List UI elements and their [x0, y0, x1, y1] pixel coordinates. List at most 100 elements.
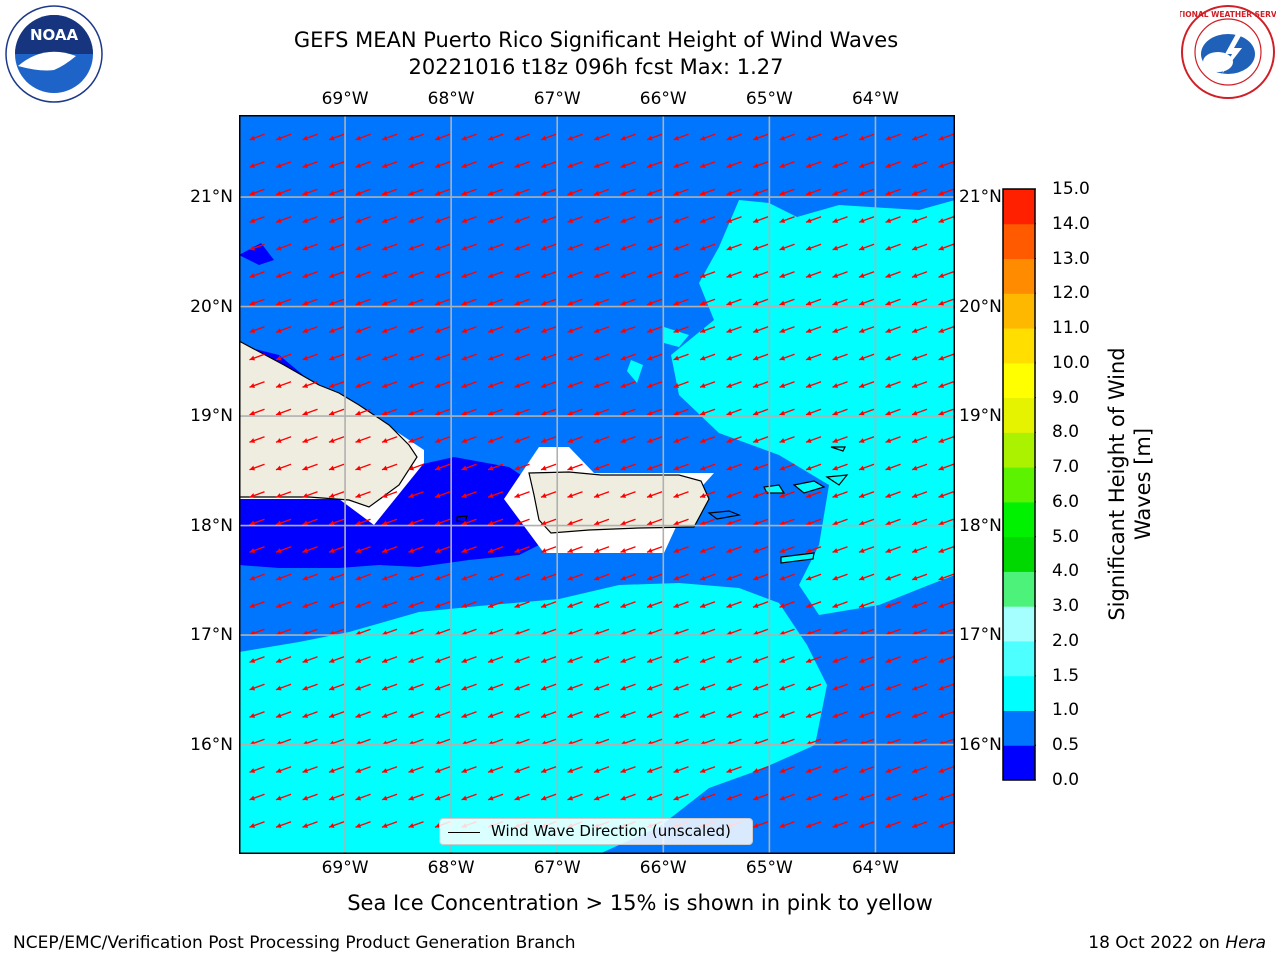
- wave-direction-arrow: [381, 821, 398, 828]
- wave-direction-arrow: [328, 161, 345, 168]
- wave-direction-arrow: [805, 821, 822, 828]
- wave-direction-arrow: [699, 326, 716, 333]
- wave-direction-arrow: [832, 766, 848, 773]
- wave-direction-arrow: [885, 216, 901, 223]
- wave-direction-arrow: [779, 463, 795, 471]
- wave-direction-arrow: [620, 353, 636, 361]
- wave-direction-arrow: [249, 436, 265, 443]
- wave-direction-arrow: [726, 601, 742, 608]
- wave-direction-arrow: [726, 381, 742, 388]
- wave-direction-arrow: [805, 326, 822, 333]
- wave-direction-arrow: [355, 766, 371, 773]
- wave-direction-arrow: [646, 683, 663, 691]
- wave-direction-arrow: [302, 436, 318, 443]
- wave-direction-arrow: [620, 546, 636, 553]
- wave-direction-arrow: [885, 821, 901, 828]
- wave-direction-arrow: [275, 656, 292, 663]
- wave-direction-arrow: [540, 656, 557, 663]
- longitude-tick-label: 67°W: [533, 89, 581, 109]
- wave-direction-arrow: [275, 546, 292, 553]
- wave-direction-arrow: [355, 188, 371, 196]
- wave-direction-arrow: [381, 518, 398, 526]
- wave-direction-arrow: [752, 188, 769, 196]
- wave-direction-arrow: [302, 298, 318, 306]
- wave-direction-arrow: [805, 188, 822, 196]
- wave-direction-arrow: [381, 546, 398, 553]
- wave-direction-arrow: [620, 656, 636, 663]
- wave-direction-arrow: [911, 683, 928, 691]
- wave-direction-arrow: [249, 243, 265, 251]
- wave-direction-arrow: [779, 436, 795, 443]
- wave-direction-arrow: [567, 133, 583, 141]
- wave-direction-arrow: [938, 683, 954, 691]
- wave-direction-arrow: [938, 188, 954, 196]
- longitude-tick-label: 66°W: [639, 89, 687, 109]
- wave-direction-arrow: [885, 271, 901, 278]
- wave-direction-arrow: [249, 573, 265, 581]
- map-title: GEFS MEAN Puerto Rico Significant Height…: [293, 28, 899, 52]
- wave-direction-arrow: [355, 463, 371, 471]
- wave-direction-arrow: [858, 408, 875, 416]
- colorbar-segment: [1003, 397, 1035, 433]
- wave-direction-arrow: [832, 491, 848, 498]
- wave-direction-arrow: [620, 298, 636, 306]
- wave-direction-arrow: [302, 656, 318, 663]
- wave-direction-arrow: [858, 463, 875, 471]
- wave-direction-arrow: [832, 298, 848, 306]
- wave-direction-arrow: [302, 161, 318, 168]
- wave-direction-arrow: [434, 711, 451, 718]
- wave-direction-arrow: [249, 271, 265, 278]
- wave-direction-arrow: [487, 711, 504, 718]
- wave-direction-arrow: [911, 601, 928, 608]
- wave-direction-arrow: [434, 518, 451, 526]
- wave-direction-arrow: [726, 518, 742, 526]
- wave-direction-arrow: [885, 793, 901, 801]
- wave-direction-arrow: [487, 683, 504, 691]
- wave-direction-arrow: [328, 546, 345, 553]
- wave-direction-arrow: [593, 271, 610, 278]
- wind-wave-direction-arrows: [249, 133, 954, 828]
- colorbar-tick-label: 13.0: [1052, 248, 1090, 269]
- latitude-tick-label: 17°N: [959, 625, 1002, 646]
- wave-direction-arrow: [858, 271, 875, 278]
- wave-direction-arrow: [779, 766, 795, 773]
- wave-direction-arrow: [487, 601, 504, 608]
- wave-direction-arrow: [514, 381, 530, 388]
- wave-direction-arrow: [249, 821, 265, 828]
- wave-direction-arrow: [249, 518, 265, 526]
- wave-direction-arrow: [249, 766, 265, 773]
- wave-direction-arrow: [434, 298, 451, 306]
- wave-direction-arrow: [408, 656, 424, 663]
- wave-direction-arrow: [434, 436, 451, 443]
- wave-direction-arrow: [514, 683, 530, 691]
- wave-direction-arrow: [938, 711, 954, 718]
- wave-direction-arrow: [832, 216, 848, 223]
- wave-direction-arrow: [805, 243, 822, 251]
- longitude-tick-label: 68°W: [427, 89, 475, 109]
- wave-direction-arrow: [620, 463, 636, 471]
- wave-direction-arrow: [805, 518, 822, 526]
- wave-direction-arrow: [805, 408, 822, 416]
- wave-direction-arrow: [540, 601, 557, 608]
- wave-direction-arrow: [381, 436, 398, 443]
- colorbar-tick-label: 12.0: [1052, 283, 1090, 304]
- wave-direction-arrow: [938, 463, 954, 471]
- wave-direction-arrow: [593, 711, 610, 718]
- wave-direction-arrow: [673, 491, 689, 498]
- wave-direction-arrow: [938, 353, 954, 361]
- wave-direction-arrow: [938, 821, 954, 828]
- wave-direction-arrow: [620, 271, 636, 278]
- wave-direction-arrow: [302, 381, 318, 388]
- wave-direction-arrow: [911, 573, 928, 581]
- wave-direction-arrow: [461, 491, 477, 498]
- colorbar-tick-label: 8.0: [1052, 422, 1080, 443]
- wave-direction-arrow: [805, 628, 822, 636]
- wave-direction-arrow: [593, 683, 610, 691]
- colorbar-segment: [1003, 258, 1035, 294]
- wave-direction-arrow: [540, 793, 557, 801]
- wave-direction-arrow: [885, 766, 901, 773]
- wave-direction-arrow: [302, 243, 318, 251]
- wave-direction-arrow: [646, 573, 663, 581]
- wave-direction-arrow: [275, 243, 292, 251]
- wave-direction-arrow: [779, 491, 795, 498]
